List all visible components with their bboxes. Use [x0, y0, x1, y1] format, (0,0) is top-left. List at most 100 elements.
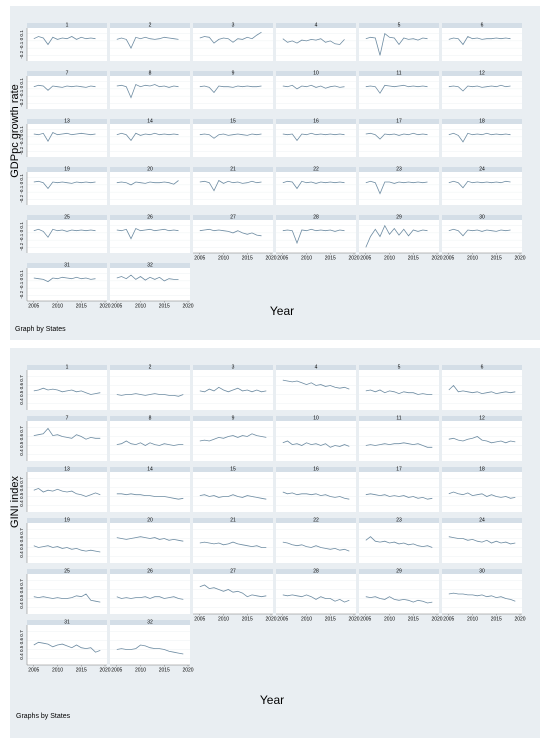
series-line	[33, 228, 96, 238]
panel-31: 31 -0.2 -0.1 0 0.1 2005 2010 2015 2020	[19, 263, 111, 310]
panel-strip	[359, 215, 439, 220]
x-tick-label: 2010	[135, 668, 146, 674]
y-tick-labels: 0.4 0.5 0.6 0.7	[19, 528, 24, 558]
panel-strip	[359, 365, 439, 370]
panel-strip	[193, 71, 273, 76]
x-tick-label: 2005	[28, 304, 39, 310]
panel-title: 9	[232, 416, 235, 422]
panel-title: 15	[230, 119, 236, 125]
panel-title: 13	[64, 119, 70, 125]
panel-strip	[193, 569, 273, 574]
panel-strip	[27, 620, 107, 625]
series-line	[33, 427, 101, 440]
panel-28: 28 2005 2010 2015 2020	[276, 215, 360, 262]
series-line	[282, 180, 345, 190]
series-line	[365, 536, 433, 548]
x-tick-label: 2015	[491, 617, 502, 623]
panel-title: 15	[230, 467, 236, 473]
panel-19: 19 0.4 0.5 0.6 0.7	[19, 518, 107, 563]
panel-29: 29 2005 2010 2015 2020	[359, 215, 443, 262]
plot-area	[110, 124, 190, 157]
plot-area	[193, 523, 273, 563]
series-line	[365, 493, 433, 500]
series-line	[448, 536, 516, 545]
plot-area	[110, 370, 190, 410]
series-line	[116, 132, 179, 142]
panel-24: 24	[442, 167, 522, 205]
x-tick-label: 2005	[360, 617, 371, 623]
panel-strip	[359, 569, 439, 574]
plot-area	[110, 268, 190, 301]
plot-area	[442, 574, 522, 614]
panel-16: 16	[276, 467, 356, 512]
panel-title: 31	[64, 620, 70, 626]
series-line	[116, 536, 184, 542]
x-tick-label: 2015	[242, 256, 253, 262]
panel-title: 25	[64, 215, 70, 221]
panel-strip	[110, 23, 190, 28]
panel-title: 29	[396, 215, 402, 221]
plot-area	[110, 421, 190, 461]
plot-area	[110, 625, 190, 665]
gini-index-small-multiples: 10.4 0.5 0.6 0.72 3 4 5 670.4 0.5 0.6 0.78 9 1…	[10, 365, 526, 721]
panel-title: 6	[481, 365, 484, 371]
x-tick-label: 2015	[491, 256, 502, 262]
panel-14: 14	[110, 467, 190, 512]
panel-title: 12	[479, 416, 485, 422]
gdp-growth-small-multiples: 1-0.2 -0.1 0 0.12 3 4 5 67-0.2 -0.1 0 0.18 9 1…	[10, 23, 526, 334]
plot-area	[27, 220, 107, 253]
x-tick-label: 2010	[218, 617, 229, 623]
panel-2: 2	[110, 23, 190, 61]
panel-12: 12	[442, 71, 522, 109]
plot-area	[442, 172, 522, 205]
panel-strip	[27, 263, 107, 268]
panel-title: 10	[313, 71, 319, 77]
x-tick-label: 2010	[52, 668, 63, 674]
x-axis-title: Year	[260, 693, 284, 707]
panel-21: 21	[193, 518, 273, 563]
series-line	[282, 38, 345, 45]
series-line	[116, 440, 184, 446]
series-line	[199, 179, 262, 192]
panel-title: 2	[149, 23, 152, 29]
panel-1: 1 -0.2 -0.1 0 0.1	[19, 23, 107, 61]
plot-area	[442, 28, 522, 61]
series-line	[33, 131, 96, 143]
panel-28: 28 2005 2010 2015 2020	[276, 569, 360, 623]
panel-title: 5	[398, 365, 401, 371]
y-axis-title: GDPpc growth rate	[10, 84, 21, 178]
series-line	[365, 389, 433, 395]
plot-area	[359, 574, 439, 614]
x-tick-label: 2005	[443, 256, 454, 262]
panel-strip	[27, 569, 107, 574]
plot-area	[359, 523, 439, 563]
panel-strip	[276, 365, 356, 370]
series-line	[282, 594, 350, 603]
panel-strip	[27, 416, 107, 421]
panel-27: 27 2005 2010 2015 2020	[193, 569, 277, 623]
panel-15: 15	[193, 467, 273, 512]
panel-title: 22	[313, 167, 319, 173]
panel-title: 18	[479, 119, 485, 125]
series-line	[282, 379, 350, 390]
panel-10: 10	[276, 416, 356, 461]
plot-area	[276, 172, 356, 205]
x-tick-label: 2010	[384, 256, 395, 262]
panel-title: 3	[232, 365, 235, 371]
panel-strip	[27, 167, 107, 172]
plot-area	[276, 28, 356, 61]
series-line	[448, 35, 511, 46]
panel-8: 8	[110, 416, 190, 461]
x-tick-label: 2005	[360, 256, 371, 262]
panel-title: 11	[396, 416, 401, 422]
plot-area	[110, 220, 190, 253]
plot-area	[110, 28, 190, 61]
plot-area	[442, 523, 522, 563]
panel-12: 12	[442, 416, 522, 461]
panel-26: 26	[110, 215, 190, 253]
x-tick-label: 2020	[514, 617, 525, 623]
x-tick-label: 2020	[265, 256, 276, 262]
panel-title: 20	[147, 167, 153, 173]
panel-title: 23	[396, 167, 402, 173]
series-line	[199, 133, 262, 139]
